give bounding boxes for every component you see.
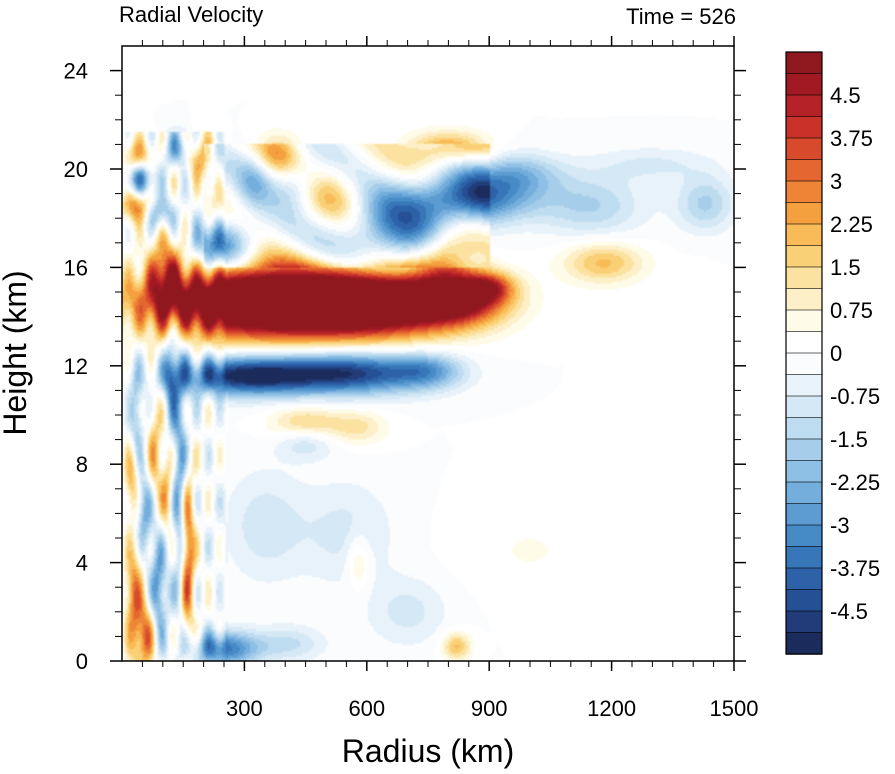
x-axis: 300 600 900 1200 1500 [141,36,759,721]
colorbar-bin [785,288,823,311]
colorbar-bin [785,460,823,483]
y-tick-label: 24 [64,59,88,84]
y-axis: 0 4 8 12 16 20 24 [64,59,746,674]
x-tick-label: 1200 [587,696,636,721]
colorbar-label: 3 [830,169,842,194]
x-tick-label: 300 [226,696,263,721]
colorbar-bin [785,567,823,591]
colorbar-label: -0.75 [830,384,880,409]
colorbar-bin [785,137,823,161]
colorbar [785,51,823,655]
colorbar-label: -1.5 [830,427,868,452]
colorbar-labels: 4.5 3.75 3 2.25 1.5 0.75 0 -0.75 -1.5 -2.25 -3 -3.7… [830,83,880,624]
colorbar-bin [785,417,823,440]
colorbar-bin [785,438,823,462]
colorbar-bin [785,266,823,290]
colorbar-bin [785,159,823,182]
y-tick-label: 8 [76,452,88,477]
colorbar-bin [785,116,823,139]
x-tick-label: 900 [471,696,508,721]
colorbar-bin [785,395,823,419]
colorbar-label: 2.25 [830,212,873,237]
colorbar-bin [785,610,823,634]
x-axis-label: Radius (km) [342,733,514,769]
colorbar-label: 0.75 [830,298,873,323]
colorbar-bin [785,180,823,204]
colorbar-bin [785,223,823,247]
y-tick-label: 16 [64,255,88,280]
colorbar-bin [785,73,823,96]
chart-title: Radial Velocity [119,2,263,27]
colorbar-bin [785,245,823,268]
colorbar-bin [785,94,823,118]
colorbar-bin [785,589,823,612]
colorbar-bin [785,524,823,548]
y-axis-label: Height (km) [0,270,33,435]
colorbar-label: 3.75 [830,126,873,151]
x-tick-label: 1500 [710,696,759,721]
colorbar-bin [785,546,823,569]
colorbar-label: -3 [830,513,850,538]
colorbar-frame [785,51,823,655]
colorbar-bin [785,374,823,397]
y-tick-label: 4 [76,551,88,576]
y-tick-label: 0 [76,649,88,674]
colorbar-label: 0 [830,341,842,366]
colorbar-label: -3.75 [830,556,880,581]
colorbar-bin [785,481,823,505]
colorbar-bin [785,202,823,225]
colorbar-bin [785,503,823,526]
colorbar-label: 4.5 [830,83,861,108]
colorbar-label: -4.5 [830,599,868,624]
colorbar-bin [785,352,823,376]
y-tick-label: 12 [64,354,88,379]
x-tick-label: 600 [348,696,385,721]
y-tick-label: 20 [64,157,88,182]
colorbar-bin [785,331,823,354]
time-label: Time = 526 [626,4,736,29]
colorbar-bin [785,51,823,75]
colorbar-label: -2.25 [830,470,880,495]
colorbar-bin [785,632,823,655]
velocity-heatmap [122,46,734,661]
colorbar-bin [785,309,823,333]
colorbar-label: 1.5 [830,255,861,280]
